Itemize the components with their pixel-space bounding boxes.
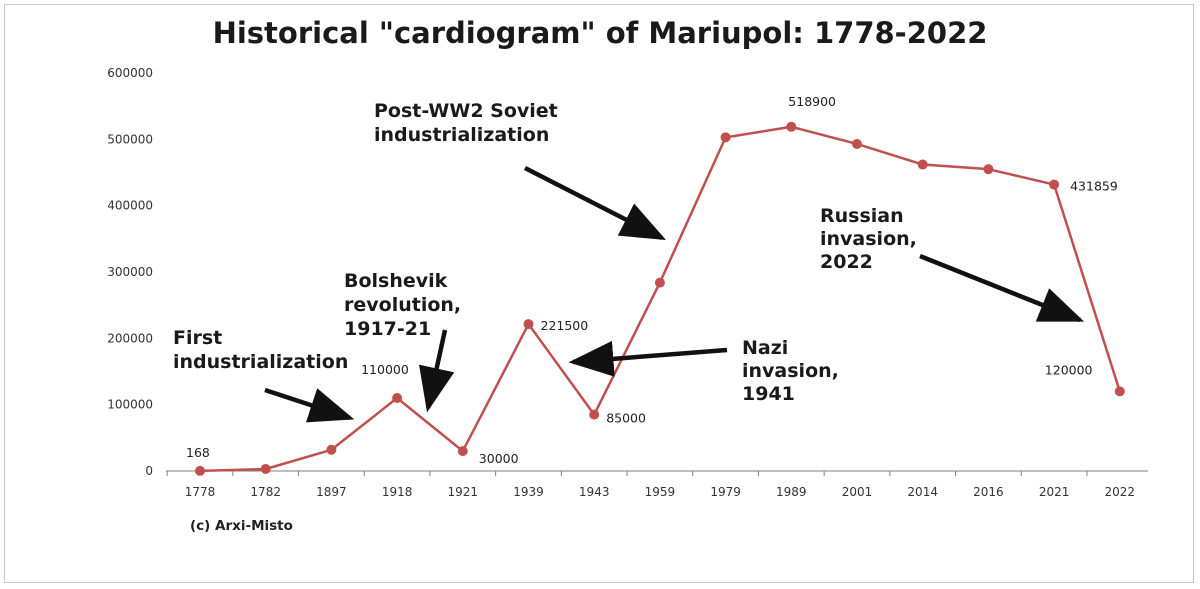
x-tick-label: 2021 — [1039, 485, 1070, 499]
annotation-text: industrialization — [374, 124, 549, 146]
chart-title: Historical "cardiogram" of Mariupol: 177… — [213, 16, 988, 50]
x-tick-label: 1918 — [382, 485, 413, 499]
x-tick-label: 2014 — [907, 485, 938, 499]
y-tick-label: 300000 — [107, 265, 153, 279]
data-label: 85000 — [606, 411, 646, 426]
chart-frame — [4, 4, 1194, 583]
y-tick-label: 600000 — [107, 66, 153, 80]
annotation-text: Post-WW2 Soviet — [374, 100, 558, 122]
annotation-text: revolution, — [344, 294, 461, 316]
data-point — [654, 277, 665, 288]
annotation-text: Nazi — [742, 337, 788, 359]
data-point — [917, 159, 928, 170]
data-label: 30000 — [479, 451, 519, 466]
y-tick-label: 100000 — [107, 398, 153, 412]
x-tick-label: 1921 — [448, 485, 479, 499]
annotation-text: industrialization — [173, 351, 348, 373]
data-point — [195, 465, 205, 476]
data-labels: 168 110000 30000 221500 85000 518900 431859 120… — [186, 94, 1118, 466]
credit-text: (c) Arxi-Misto — [190, 518, 293, 534]
data-point — [1049, 179, 1060, 190]
x-tick-label: 1989 — [776, 485, 807, 499]
y-tick-label: 200000 — [107, 331, 153, 345]
data-label: 120000 — [1045, 362, 1093, 377]
data-label: 168 — [186, 445, 210, 460]
arrow — [919, 253, 1085, 323]
series-mariupol-population — [195, 121, 1125, 476]
data-point — [983, 164, 994, 175]
data-point — [392, 393, 403, 404]
x-tick-label: 2016 — [973, 485, 1004, 499]
annotation-text: 1941 — [742, 383, 795, 405]
x-tick-label: 2001 — [842, 485, 873, 499]
x-tick-label: 1778 — [185, 485, 216, 499]
data-point — [852, 138, 862, 149]
data-point — [589, 409, 600, 420]
y-tick-label: 0 — [145, 464, 153, 478]
x-tick-label: 1959 — [645, 485, 676, 499]
data-point — [457, 446, 468, 457]
y-tick-label: 400000 — [107, 199, 153, 213]
annotation-text: 1917-21 — [344, 318, 431, 340]
y-tick-label: 500000 — [107, 132, 153, 146]
arrow — [264, 387, 355, 423]
annotations: FirstindustrializationBolshevikrevolutio… — [173, 100, 1085, 423]
data-point — [720, 132, 731, 143]
data-label: 431859 — [1070, 179, 1118, 194]
data-label: 518900 — [788, 94, 836, 109]
data-label: 221500 — [541, 318, 589, 333]
data-point — [260, 464, 271, 475]
data-point — [523, 319, 534, 330]
series-line — [199, 125, 1121, 473]
arrow — [419, 329, 455, 413]
annotation-text: 2022 — [820, 251, 873, 273]
axes: 0 100000 200000 300000 400000 500000 600000 177… — [107, 66, 1148, 499]
arrow — [523, 165, 667, 241]
x-tick-label: 1939 — [513, 485, 544, 499]
annotation-text: Bolshevik — [344, 270, 448, 292]
data-point — [786, 121, 797, 132]
x-tick-label: 1979 — [710, 485, 741, 499]
x-tick-label: 1943 — [579, 485, 610, 499]
data-point — [1114, 386, 1125, 397]
x-tick-label: 1897 — [316, 485, 347, 499]
data-point — [326, 444, 337, 455]
arrow — [568, 340, 728, 377]
x-tick-label: 1782 — [250, 485, 281, 499]
annotation-text: invasion, — [820, 228, 917, 250]
data-label: 110000 — [361, 362, 409, 377]
annotation-text: First — [173, 327, 222, 349]
x-tick-label: 2022 — [1105, 485, 1136, 499]
annotation-text: Russian — [820, 205, 904, 227]
annotation-text: invasion, — [742, 360, 839, 382]
